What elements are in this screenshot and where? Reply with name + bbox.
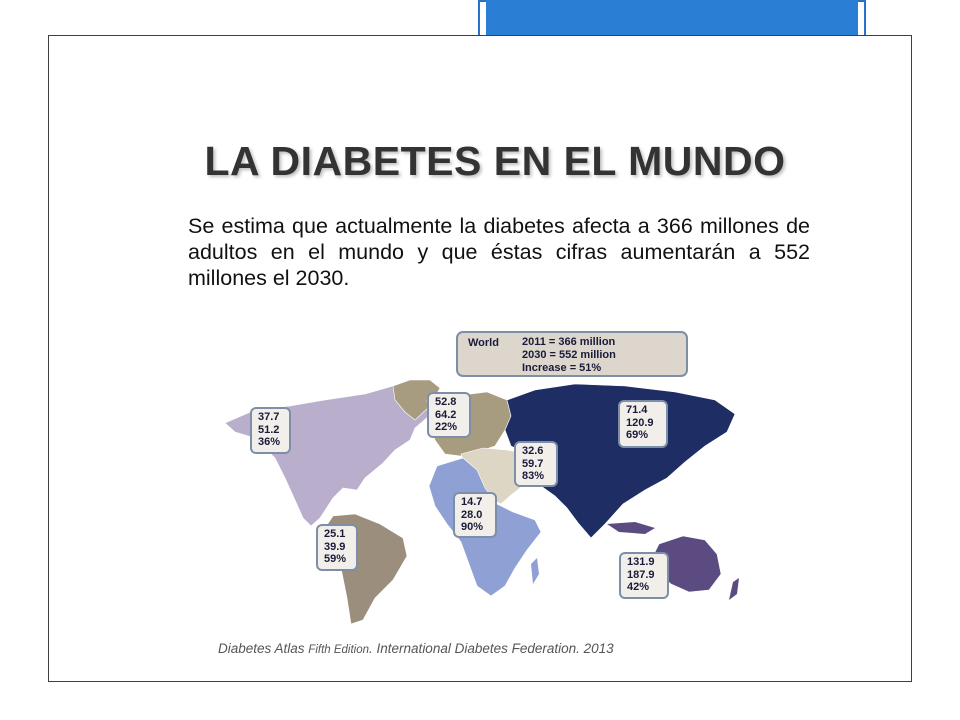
- middle-east-pct: 83%: [522, 470, 545, 482]
- western-pacific-2011: 131.9: [627, 556, 655, 568]
- africa-2030: 28.0: [461, 508, 483, 521]
- citation-part-3: . International Diabetes Federation. 201…: [369, 641, 614, 656]
- slide-title: LA DIABETES EN EL MUNDO: [204, 138, 786, 184]
- south-america-2011: 25.1: [324, 528, 346, 540]
- north-america-2030: 51.2: [258, 423, 280, 436]
- europe-2030: 64.2: [435, 408, 457, 421]
- slide-body-text: Se estima que actualmente la diabetes af…: [188, 214, 810, 290]
- citation-part-2: Fifth Edition: [308, 644, 370, 656]
- europe-box: 52.8 64.2 22%: [427, 392, 471, 438]
- world-increase-line: Increase = 51%: [522, 362, 602, 374]
- western-pacific-pct: 42%: [627, 581, 650, 593]
- indonesia-region: [607, 522, 655, 534]
- western-pacific-2030: 187.9: [627, 568, 655, 581]
- africa-box: 14.7 28.0 90%: [453, 492, 497, 538]
- south-america-pct: 59%: [324, 553, 347, 565]
- world-label: World: [468, 337, 499, 349]
- north-america-box: 37.7 51.2 36%: [250, 407, 291, 454]
- north-america-pct: 36%: [258, 436, 281, 448]
- asia-box: 71.4 120.9 69%: [618, 400, 668, 448]
- world-summary-box: World 2011 = 366 million 2030 = 552 mill…: [456, 331, 688, 377]
- world-2011-line: 2011 = 366 million: [522, 336, 616, 348]
- middle-east-2011: 32.6: [522, 445, 544, 457]
- south-america-box: 25.1 39.9 59%: [316, 524, 358, 571]
- asia-2030: 120.9: [626, 416, 654, 429]
- europe-2011: 52.8: [435, 396, 457, 408]
- middle-east-2030: 59.7: [522, 457, 544, 470]
- europe-pct: 22%: [435, 421, 458, 433]
- western-pacific-box: 131.9 187.9 42%: [619, 552, 669, 599]
- asia-pct: 69%: [626, 429, 649, 441]
- north-america-2011: 37.7: [258, 411, 280, 423]
- south-america-2030: 39.9: [324, 540, 346, 553]
- africa-pct: 90%: [461, 521, 484, 533]
- africa-2011: 14.7: [461, 496, 483, 508]
- new-zealand-region: [729, 578, 739, 600]
- citation-part-1: Diabetes Atlas: [218, 641, 309, 656]
- world-2030-line: 2030 = 552 million: [522, 349, 616, 361]
- asia-2011: 71.4: [626, 404, 648, 416]
- madagascar-region: [531, 558, 539, 584]
- middle-east-box: 32.6 59.7 83%: [514, 441, 558, 487]
- source-citation: Diabetes Atlas Fifth Edition. Internatio…: [218, 641, 614, 656]
